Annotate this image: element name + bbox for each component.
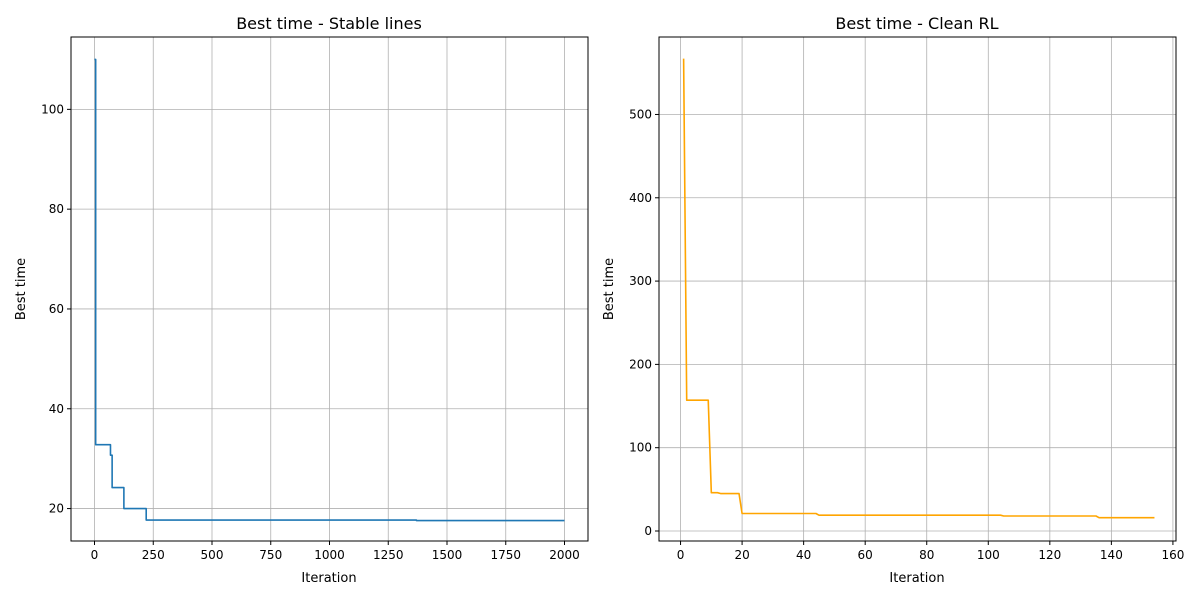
x-tick-label: 160: [1161, 548, 1184, 562]
x-axis-label: Iteration: [301, 571, 356, 586]
x-tick-label: 250: [142, 548, 165, 562]
y-tick-label: 40: [49, 402, 64, 416]
chart-clean-rl: Best time - Clean RL 0 20 40 60 80 100 120 140 1…: [602, 14, 1184, 586]
chart-stable-lines: Best time - Stable lines 0 250 500 750 1000 1…: [14, 14, 589, 586]
x-tick-label: 20: [734, 548, 749, 562]
x-tick-label: 1750: [490, 548, 521, 562]
y-tick-label: 200: [629, 357, 652, 371]
ticks: 0 250 500 750 1000 1250 1500 1750 2000 20 40 60 80 10…: [41, 102, 580, 562]
x-tick-label: 80: [919, 548, 934, 562]
series-layer: [682, 58, 1155, 519]
x-tick-label: 0: [677, 548, 685, 562]
chart-title: Best time - Stable lines: [236, 14, 422, 33]
chart-title: Best time - Clean RL: [835, 14, 998, 33]
y-axis-label: Best time: [602, 258, 617, 320]
x-tick-label: 0: [91, 548, 99, 562]
x-tick-label: 100: [977, 548, 1000, 562]
plot-frame: [658, 36, 1177, 542]
x-tick-label: 1250: [373, 548, 404, 562]
ticks: 0 20 40 60 80 100 120 140 160 0 100 200 300 400 500: [629, 107, 1184, 562]
series-line: [682, 58, 1155, 519]
y-tick-label: 100: [41, 102, 64, 116]
y-tick-label: 80: [49, 202, 64, 216]
x-tick-label: 40: [796, 548, 811, 562]
series-line: [94, 58, 565, 522]
x-axis-label: Iteration: [889, 571, 944, 586]
y-tick-label: 500: [629, 107, 652, 121]
x-tick-label: 2000: [549, 548, 580, 562]
y-tick-label: 20: [49, 502, 64, 516]
x-tick-label: 60: [858, 548, 873, 562]
grid: [71, 37, 588, 541]
y-axis-label: Best time: [14, 258, 29, 320]
series-layer: [94, 58, 565, 522]
grid: [659, 37, 1176, 541]
x-tick-label: 120: [1038, 548, 1061, 562]
x-tick-label: 500: [201, 548, 224, 562]
y-tick-label: 100: [629, 441, 652, 455]
y-tick-label: 400: [629, 191, 652, 205]
x-tick-label: 140: [1100, 548, 1123, 562]
y-tick-label: 0: [644, 524, 652, 538]
y-tick-label: 60: [49, 302, 64, 316]
x-tick-label: 750: [259, 548, 282, 562]
x-tick-label: 1500: [432, 548, 463, 562]
x-tick-label: 1000: [314, 548, 345, 562]
y-tick-label: 300: [629, 274, 652, 288]
